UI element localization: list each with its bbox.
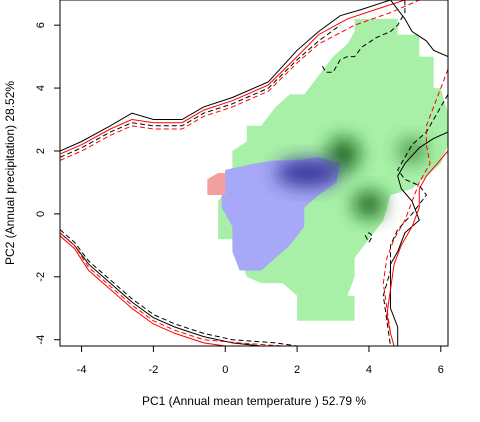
contour-line-6	[60, 235, 226, 346]
contour-line-2	[60, 0, 406, 155]
x-tick-label: 6	[438, 364, 444, 376]
x-tick-label: 0	[222, 364, 228, 376]
contour-line-13	[382, 94, 448, 346]
y-tick-label: 6	[35, 22, 47, 28]
contour-line-8	[60, 232, 283, 346]
y-axis-title: PC2 (Annual precipitation) 28.52%	[3, 81, 17, 265]
plot-frame	[59, 0, 449, 347]
y-tick-label: -2	[35, 272, 47, 282]
y-tick-label: -4	[35, 335, 47, 345]
contour-line-9	[390, 0, 448, 58]
contour-line-4	[60, 0, 420, 161]
density-peak-1	[327, 136, 360, 172]
plot-area	[60, 0, 448, 346]
x-axis: -4 -2 0 2 4 6	[77, 346, 444, 376]
contour-line-7	[60, 229, 298, 346]
y-tick-label: 0	[35, 211, 47, 217]
contour-line-1	[60, 0, 391, 152]
x-tick-label: 4	[366, 364, 372, 376]
density-region-3	[207, 173, 226, 195]
contour-line-15	[364, 232, 374, 243]
x-axis-title: PC1 (Annual mean temperature ) 52.79 %	[142, 394, 366, 408]
x-tick-label: -4	[77, 364, 87, 376]
contour-line-14	[382, 69, 448, 334]
contour-line-11	[390, 131, 448, 346]
contour-line-12	[386, 150, 448, 346]
density-peak-2	[352, 190, 386, 219]
y-tick-label: 4	[35, 85, 47, 91]
contour-line-10	[321, 0, 406, 73]
contour-line-5	[60, 232, 262, 346]
x-tick-label: 2	[294, 364, 300, 376]
y-axis: -4 -2 0 2 4 6	[35, 22, 60, 345]
density-peak-3	[397, 138, 427, 164]
density-peak-4	[275, 158, 341, 188]
x-tick-label: -2	[149, 364, 159, 376]
y-tick-label: 2	[35, 148, 47, 154]
contour-line-3	[60, 24, 341, 158]
